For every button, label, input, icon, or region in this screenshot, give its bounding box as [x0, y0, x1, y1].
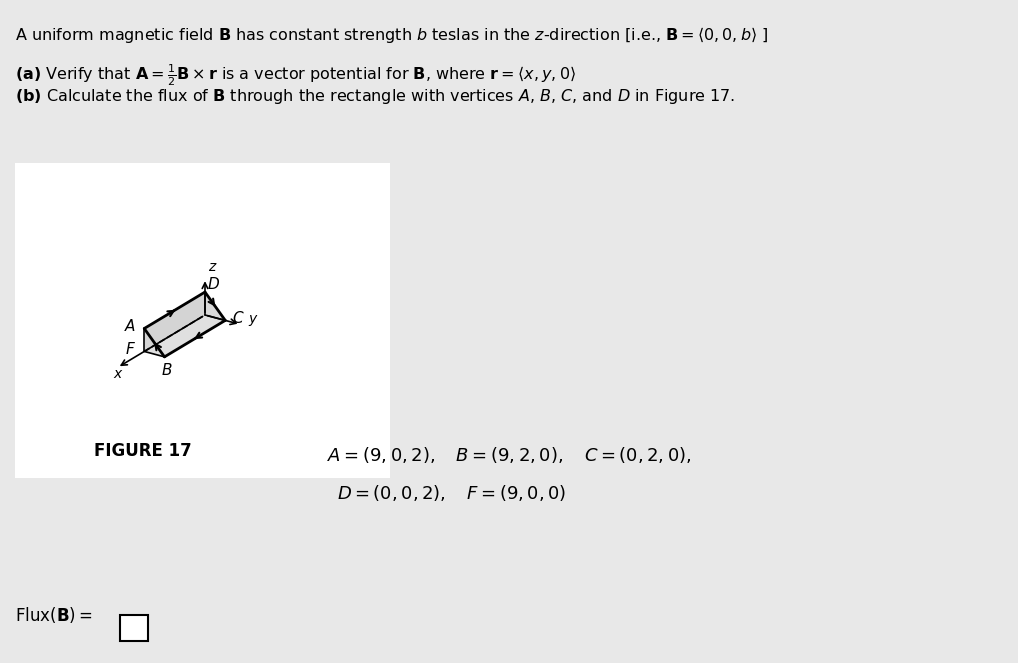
Text: C: C	[232, 311, 242, 326]
Text: $A = (9, 0, 2), \quad B = (9, 2, 0), \quad C = (0, 2, 0),$: $A = (9, 0, 2), \quad B = (9, 2, 0), \qu…	[327, 445, 691, 465]
Polygon shape	[145, 292, 225, 357]
Text: FIGURE 17: FIGURE 17	[94, 442, 191, 460]
Text: D: D	[207, 276, 219, 292]
Text: $\bf{(b)}$ Calculate the flux of $\mathbf{B}$ through the rectangle with vertice: $\bf{(b)}$ Calculate the flux of $\mathb…	[15, 87, 735, 106]
Text: y: y	[248, 312, 257, 326]
Text: Flux$(\mathbf{B}) =$: Flux$(\mathbf{B}) =$	[15, 605, 93, 625]
Polygon shape	[205, 292, 225, 320]
Text: B: B	[161, 363, 172, 379]
Polygon shape	[145, 292, 205, 351]
Text: A uniform magnetic field $\mathbf{B}$ has constant strength $b$ teslas in the $z: A uniform magnetic field $\mathbf{B}$ ha…	[15, 25, 769, 45]
Text: A: A	[125, 319, 135, 334]
Text: $D = (0, 0, 2), \quad F = (9, 0, 0)$: $D = (0, 0, 2), \quad F = (9, 0, 0)$	[337, 483, 567, 503]
Polygon shape	[145, 315, 225, 357]
Bar	[120, 615, 148, 641]
Text: $\bf{(a)}$ Verify that $\mathbf{A} = \frac{1}{2}\mathbf{B} \times \mathbf{r}$ is: $\bf{(a)}$ Verify that $\mathbf{A} = \fr…	[15, 62, 576, 88]
Bar	[15, 163, 390, 478]
Text: z: z	[208, 261, 215, 274]
Text: x: x	[113, 367, 121, 381]
Text: F: F	[126, 342, 134, 357]
